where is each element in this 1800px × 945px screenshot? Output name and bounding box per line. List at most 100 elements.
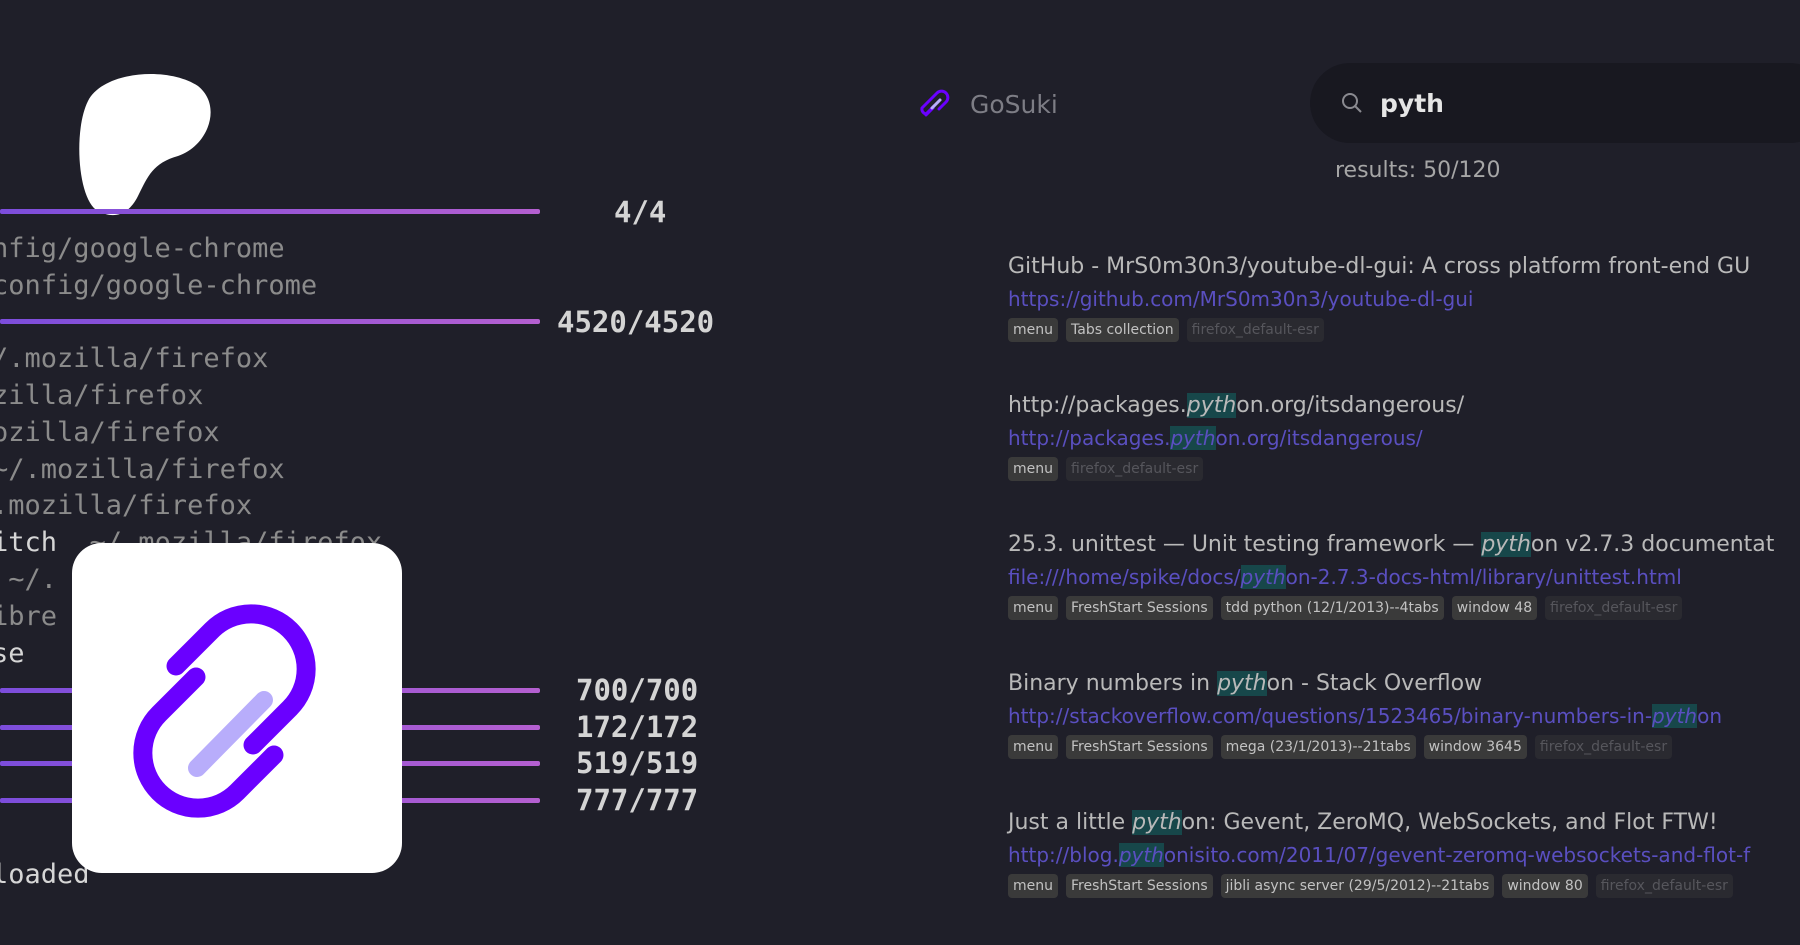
link-logo-icon <box>920 89 950 117</box>
result-tags: menu firefox_default-esr <box>1008 457 1800 481</box>
source-tag: firefox_default-esr <box>1534 735 1673 759</box>
terminal-text: ibre <box>0 601 58 632</box>
terminal-text: /.mozilla/firefox <box>0 343 269 374</box>
url-text: http://stackoverflow.com/questions/15234… <box>1008 704 1653 728</box>
search-icon <box>1342 93 1362 113</box>
url-text: http://blog. <box>1008 843 1119 867</box>
terminal-line: .mozilla/firefox <box>0 490 252 522</box>
title-text: on: Gevent, ZeroMQ, WebSockets, and Flot… <box>1181 810 1718 835</box>
progress-count: 172/172 <box>576 710 699 744</box>
tag[interactable]: FreshStart Sessions <box>1066 874 1213 898</box>
source-tag: firefox_default-esr <box>1066 457 1204 481</box>
tag[interactable]: window 3645 <box>1423 735 1527 759</box>
result-item: http://packages.python.org/itsdangerous/… <box>1008 389 1800 528</box>
terminal-text: nfig/google-chrome <box>0 233 285 264</box>
match-highlight: pyth <box>1132 810 1182 835</box>
progress-count: 4/4 <box>614 195 667 229</box>
terminal-text: ~/. <box>8 564 58 595</box>
url-text: on.org/itsdangerous/ <box>1215 426 1423 450</box>
match-highlight: pyth <box>1240 565 1286 589</box>
tag[interactable]: menu <box>1008 318 1058 342</box>
tag[interactable]: Tabs collection <box>1066 318 1179 342</box>
tag[interactable]: menu <box>1008 596 1058 620</box>
result-url[interactable]: http://packages.python.org/itsdangerous/ <box>1008 423 1800 457</box>
result-title[interactable]: Binary numbers in python - Stack Overflo… <box>1008 667 1800 701</box>
terminal-bold-text: loaded <box>0 859 90 890</box>
result-title[interactable]: http://packages.python.org/itsdangerous/ <box>1008 389 1800 423</box>
result-item: 25.3. unittest — Unit testing framework … <box>1008 528 1800 667</box>
match-highlight: pyth <box>1217 671 1267 696</box>
tag[interactable]: FreshStart Sessions <box>1066 735 1213 759</box>
terminal-text: .mozilla/firefox <box>0 490 253 521</box>
progress-count: 700/700 <box>576 673 699 707</box>
source-tag: firefox_default-esr <box>1545 596 1683 620</box>
title-text: http://packages. <box>1008 393 1187 418</box>
result-tags: menu FreshStart Sessions tdd python (12/1/… <box>1008 596 1800 620</box>
title-text: Just a little <box>1008 810 1133 835</box>
link-icon <box>133 604 316 818</box>
match-highlight: pyth <box>1186 393 1237 418</box>
progress-count: 519/519 <box>576 746 699 780</box>
title-text: on - Stack Overflow <box>1266 671 1483 696</box>
app-brand[interactable]: GoSuki <box>918 86 1058 122</box>
url-text: http://packages. <box>1008 426 1171 450</box>
terminal-line: nfig/google-chrome <box>0 233 285 265</box>
result-url[interactable]: http://blog.pythonisito.com/2011/07/geve… <box>1008 840 1800 874</box>
terminal-line: loaded <box>0 859 90 891</box>
tag[interactable]: jibli async server (29/5/2012)--21tabs <box>1220 874 1495 898</box>
tag[interactable]: window 48 <box>1451 596 1538 620</box>
search-bar[interactable] <box>1310 63 1800 143</box>
terminal-bold-text: itch <box>0 527 58 558</box>
result-title[interactable]: Just a little python: Gevent, ZeroMQ, We… <box>1008 806 1800 840</box>
title-text: Binary numbers in <box>1008 671 1218 696</box>
tag[interactable]: menu <box>1008 874 1058 898</box>
terminal-text: zilla/firefox <box>0 380 204 411</box>
terminal-line: zilla/firefox <box>0 380 203 412</box>
match-highlight: pyth <box>1118 843 1164 867</box>
url-text: onisito.com/2011/07/gevent-zeromq-websoc… <box>1163 843 1751 867</box>
result-title[interactable]: 25.3. unittest — Unit testing framework … <box>1008 528 1800 562</box>
url-text: file:///home/spike/docs/ <box>1008 565 1241 589</box>
result-tags: menu FreshStart Sessions jibli async serve… <box>1008 874 1800 898</box>
url-text: https://github.com/MrS0m30n3/youtube-dl-… <box>1008 287 1474 311</box>
results-count: results: 50/120 <box>1335 158 1501 183</box>
match-highlight: pyth <box>1652 704 1698 728</box>
tag[interactable]: mega (23/1/2013)--21tabs <box>1220 735 1416 759</box>
match-highlight: pyth <box>1170 426 1216 450</box>
terminal-line: ozilla/firefox <box>0 417 220 449</box>
terminal-panel: 4/4 4520/4520 700/700 172/172 519/519 77… <box>0 0 760 945</box>
progress-bar <box>0 319 540 324</box>
app-name: GoSuki <box>970 89 1058 119</box>
progress-count: 777/777 <box>576 783 699 817</box>
result-item: Binary numbers in python - Stack Overflo… <box>1008 667 1800 806</box>
tag[interactable]: menu <box>1008 735 1058 759</box>
tag[interactable]: tdd python (12/1/2013)--4tabs <box>1220 596 1444 620</box>
results-list: GitHub - MrS0m30n3/youtube-dl-gui: A cro… <box>1008 250 1800 945</box>
result-title[interactable]: GitHub - MrS0m30n3/youtube-dl-gui: A cro… <box>1008 250 1800 284</box>
blob-logo-icon <box>79 74 211 216</box>
terminal-text: ozilla/firefox <box>0 417 220 448</box>
terminal-line: config/google-chrome <box>0 270 317 302</box>
terminal-text: config/google-chrome <box>0 270 318 301</box>
search-input[interactable] <box>1378 87 1782 119</box>
source-tag: firefox_default-esr <box>1595 874 1733 898</box>
result-tags: menu Tabs collection firefox_default-esr <box>1008 318 1800 342</box>
result-url[interactable]: file:///home/spike/docs/python-2.7.3-doc… <box>1008 562 1800 596</box>
tag[interactable]: menu <box>1008 457 1058 481</box>
tag[interactable]: window 80 <box>1502 874 1588 898</box>
url-text: on <box>1697 704 1723 728</box>
terminal-bold-text: se <box>0 638 25 669</box>
result-tags: menu FreshStart Sessions mega (23/1/2013)-… <box>1008 735 1800 759</box>
result-url[interactable]: https://github.com/MrS0m30n3/youtube-dl-… <box>1008 284 1800 318</box>
url-text: on-2.7.3-docs-html/library/unittest.html <box>1285 565 1682 589</box>
result-item: Just a little python: Gevent, ZeroMQ, We… <box>1008 806 1800 945</box>
tag[interactable]: FreshStart Sessions <box>1066 596 1213 620</box>
source-tag: firefox_default-esr <box>1186 318 1324 342</box>
terminal-line: ibre <box>0 601 57 633</box>
title-text: 25.3. unittest — Unit testing framework … <box>1008 532 1482 557</box>
match-highlight: pyth <box>1481 532 1531 557</box>
terminal-line: ~/.mozilla/firefox <box>0 454 285 486</box>
result-url[interactable]: http://stackoverflow.com/questions/15234… <box>1008 701 1800 735</box>
progress-bar <box>0 209 540 214</box>
title-text: GitHub - MrS0m30n3/youtube-dl-gui: A cro… <box>1008 254 1751 279</box>
